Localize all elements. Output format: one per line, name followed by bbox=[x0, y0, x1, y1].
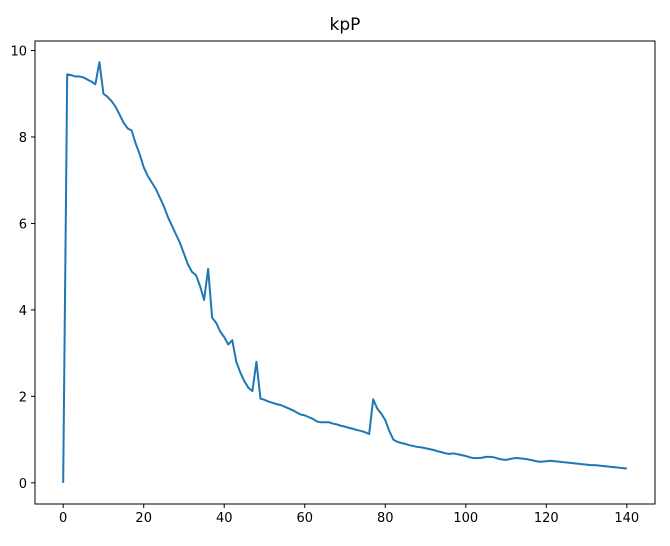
x-tick-label: 80 bbox=[377, 511, 394, 526]
x-tick-label: 40 bbox=[216, 511, 233, 526]
y-tick-label: 8 bbox=[19, 131, 27, 146]
data-line bbox=[62, 61, 627, 483]
chart-title: kpP bbox=[330, 15, 361, 35]
axes-frame bbox=[34, 40, 656, 505]
x-tick-label: 60 bbox=[296, 511, 313, 526]
y-tick-label: 0 bbox=[19, 477, 27, 492]
x-tick-label: 140 bbox=[614, 511, 639, 526]
y-tick-label: 10 bbox=[10, 45, 27, 60]
y-tick-label: 2 bbox=[19, 390, 27, 405]
x-tick-label: 20 bbox=[135, 511, 152, 526]
x-tick-label: 0 bbox=[59, 511, 67, 526]
y-tick-label: 4 bbox=[19, 304, 27, 319]
y-tick-label: 6 bbox=[19, 217, 27, 232]
x-tick-label: 120 bbox=[534, 511, 559, 526]
x-tick-label: 100 bbox=[453, 511, 478, 526]
